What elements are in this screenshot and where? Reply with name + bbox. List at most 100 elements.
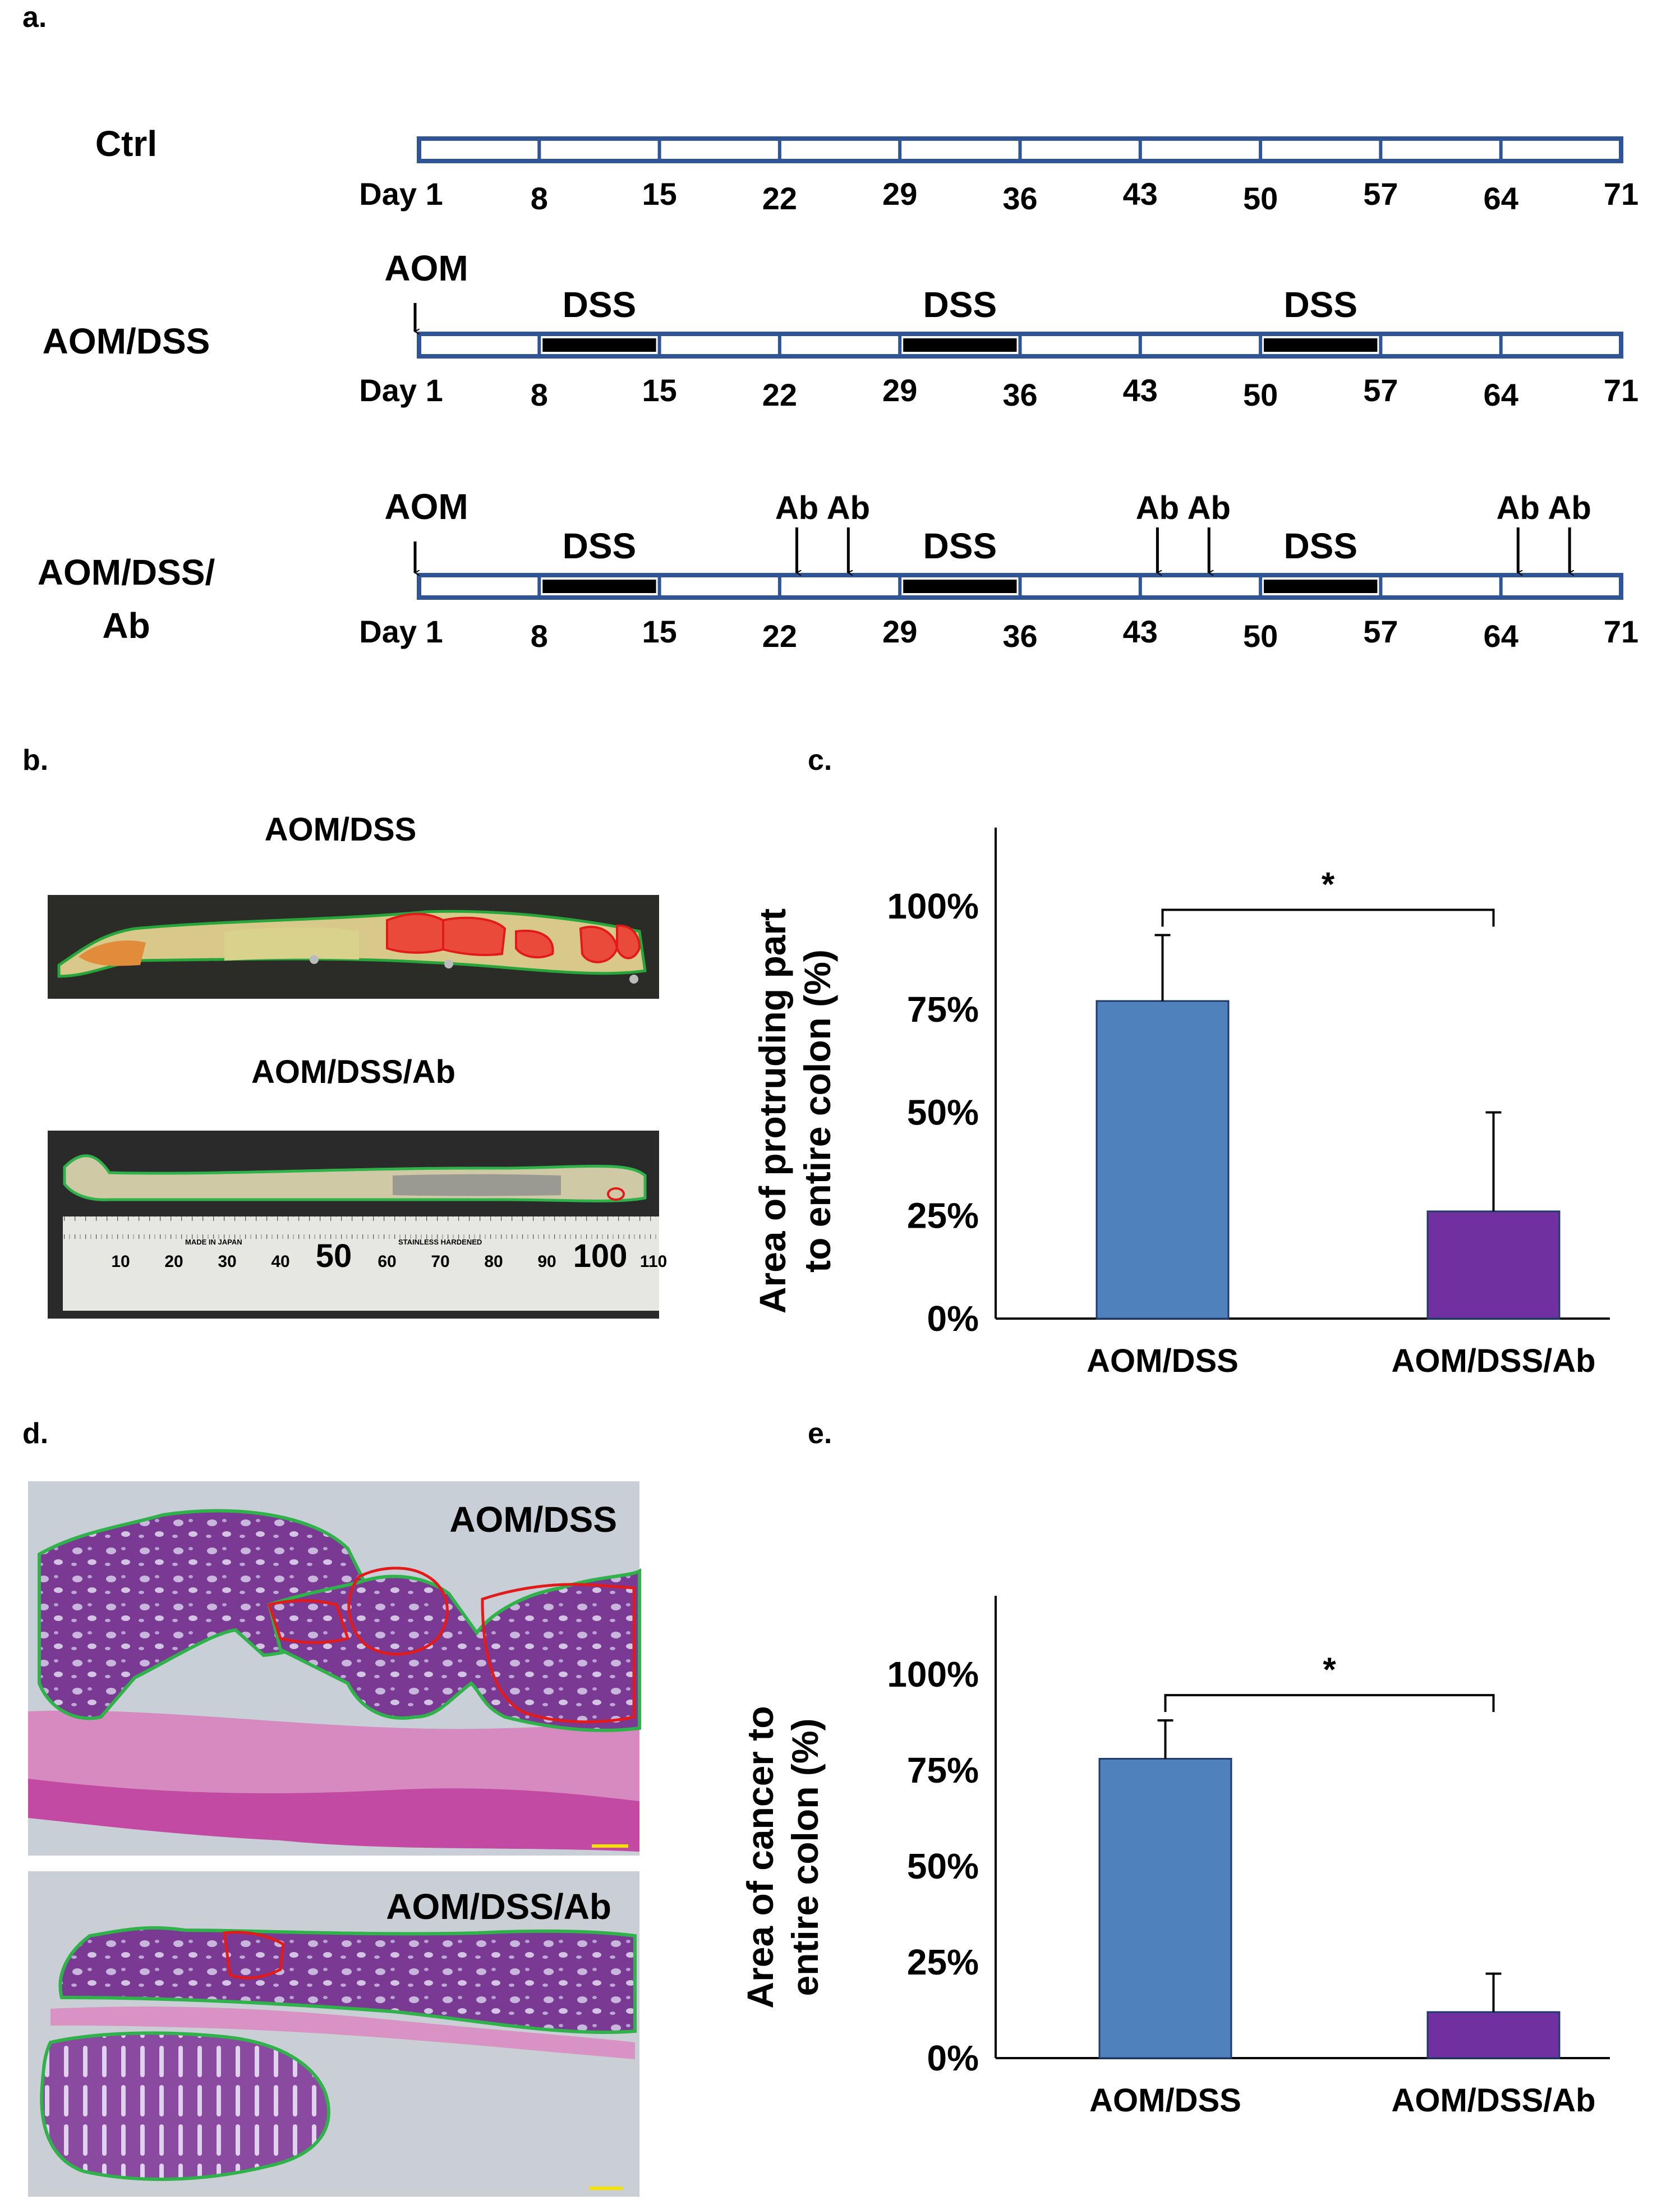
- day-label: 43: [1123, 614, 1158, 649]
- day-label: 50: [1243, 181, 1278, 216]
- bar: [1426, 1210, 1561, 1320]
- colon-photo-aom-dss-ab: 10 20 30 40 50 60 70 80 90 100 110 MADE IN JAPAN S…: [48, 1131, 667, 1319]
- ab-label: Ab: [1548, 490, 1591, 526]
- dss-label: DSS: [563, 526, 637, 566]
- ruler-number: 80: [484, 1252, 503, 1271]
- day-label: 15: [642, 614, 676, 649]
- ruler-number: 30: [218, 1252, 236, 1271]
- y-tick-label: 75%: [907, 1750, 979, 1790]
- day-label: 50: [1243, 618, 1278, 654]
- day-label: 22: [762, 377, 797, 412]
- row-name: AOM/DSS: [43, 321, 210, 361]
- day-label: 22: [762, 618, 797, 654]
- day-label: 43: [1123, 176, 1158, 212]
- dss-segment: [1264, 580, 1378, 593]
- day-label: 57: [1363, 176, 1398, 212]
- y-axis-label: to entire colon (%): [797, 949, 838, 1273]
- significance-star: *: [1322, 865, 1335, 903]
- row-name: Ab: [102, 605, 150, 646]
- bar: [1098, 1757, 1232, 2059]
- day-label: 29: [882, 373, 917, 408]
- dss-label: DSS: [923, 526, 997, 566]
- category-label: AOM/DSS/Ab: [1391, 1343, 1595, 1379]
- histology-aom-dss-ab: AOM/DSS/Ab: [28, 1871, 639, 2197]
- category-label: AOM/DSS: [1089, 2082, 1241, 2119]
- ruler-number: 40: [271, 1252, 289, 1271]
- histology-aom-dss: AOM/DSS: [28, 1481, 641, 1856]
- dss-label: DSS: [563, 284, 637, 325]
- dss-segment: [542, 338, 656, 352]
- day-label: 36: [1002, 618, 1037, 654]
- y-tick-label: 100%: [887, 1654, 979, 1695]
- y-tick-label: 0%: [927, 2038, 979, 2078]
- ab-label: Ab: [827, 490, 870, 526]
- panel-a-label: a.: [22, 1, 47, 34]
- photo-d1-title: AOM/DSS: [449, 1499, 617, 1540]
- bar-chart-protruding-area: 0% 25% 50% 75% 100% Area of protruding part to…: [752, 828, 1610, 1379]
- day-label: 57: [1363, 373, 1398, 408]
- day-label: 64: [1484, 618, 1518, 654]
- timeline-row-1: AOM/DSS DSS DSS DSS AOM Day 1 8 15 22 29 36 43 50 57 6…: [43, 248, 1638, 412]
- day-label: 15: [642, 176, 676, 212]
- ab-label: Ab: [1187, 490, 1231, 526]
- dss-segment: [542, 580, 656, 593]
- ruler-numbers: 10 20 30 40 50 60 70 80 90 100 110: [111, 1238, 667, 1274]
- row-name: AOM/DSS/: [38, 552, 215, 593]
- panel-e-label: e.: [808, 1417, 832, 1450]
- y-axis-label: Area of protruding part: [752, 908, 793, 1314]
- timeline-diagram: Ctrl Day 1 8 15 22 29 36 43 50 57 64 71 AOM/DSS DSS DS…: [38, 123, 1638, 654]
- y-axis-label: entire colon (%): [784, 1718, 826, 1996]
- aom-label: AOM: [384, 248, 468, 288]
- y-tick-label: 25%: [907, 1942, 979, 1982]
- day-label: 8: [531, 377, 548, 412]
- dss-label: DSS: [923, 284, 997, 325]
- day-label: 71: [1604, 614, 1638, 649]
- y-tick-label: 75%: [907, 989, 979, 1030]
- day-label: Day 1: [359, 176, 443, 212]
- day-label: 36: [1002, 377, 1037, 412]
- y-tick-label: 100%: [887, 886, 979, 926]
- day-label: 43: [1123, 373, 1158, 408]
- ruler-number: 70: [431, 1252, 449, 1271]
- y-tick-label: 0%: [927, 1298, 979, 1339]
- dss-segment: [903, 580, 1017, 593]
- dss-segment: [1264, 338, 1378, 352]
- colon-photo-aom-dss: [48, 895, 659, 999]
- panel-b-label: b.: [22, 744, 48, 777]
- photo-d2-title: AOM/DSS/Ab: [386, 1886, 611, 1927]
- ruler-number: 60: [378, 1252, 396, 1271]
- day-label: 57: [1363, 614, 1398, 649]
- panel-c-label: c.: [808, 744, 832, 777]
- y-axis-label: Area of cancer to: [739, 1706, 781, 2008]
- ab-label: Ab: [775, 490, 818, 526]
- day-label: 29: [882, 176, 917, 212]
- category-label: AOM/DSS: [1087, 1343, 1239, 1379]
- row-name: Ctrl: [95, 123, 157, 164]
- day-label: Day 1: [359, 614, 443, 649]
- significance-bracket: [1161, 908, 1495, 927]
- bar: [1426, 2011, 1561, 2059]
- photo-b1-title: AOM/DSS: [265, 811, 417, 848]
- day-label: 15: [642, 373, 676, 408]
- ruler-number: 20: [164, 1252, 183, 1271]
- aom-label: AOM: [384, 486, 468, 527]
- ruler-text-made-in-japan: MADE IN JAPAN: [185, 1238, 242, 1246]
- bar-chart-cancer-area: 0% 25% 50% 75% 100% Area of cancer to entire c…: [739, 1596, 1610, 2119]
- day-label: 71: [1604, 373, 1638, 408]
- ab-label: Ab: [1497, 490, 1540, 526]
- ab-label: Ab: [1136, 490, 1179, 526]
- day-label: 8: [531, 181, 548, 216]
- day-label: 50: [1243, 377, 1278, 412]
- dss-segment: [903, 338, 1017, 352]
- day-label: 64: [1484, 377, 1518, 412]
- day-label: 22: [762, 181, 797, 216]
- category-label: AOM/DSS/Ab: [1391, 2082, 1595, 2119]
- ruler-number: 90: [537, 1252, 556, 1271]
- photo-b2-title: AOM/DSS/Ab: [251, 1054, 455, 1090]
- y-tick-label: 25%: [907, 1195, 979, 1236]
- day-label: 36: [1002, 181, 1037, 216]
- day-label: 8: [531, 618, 548, 654]
- y-tick-label: 50%: [907, 1846, 979, 1886]
